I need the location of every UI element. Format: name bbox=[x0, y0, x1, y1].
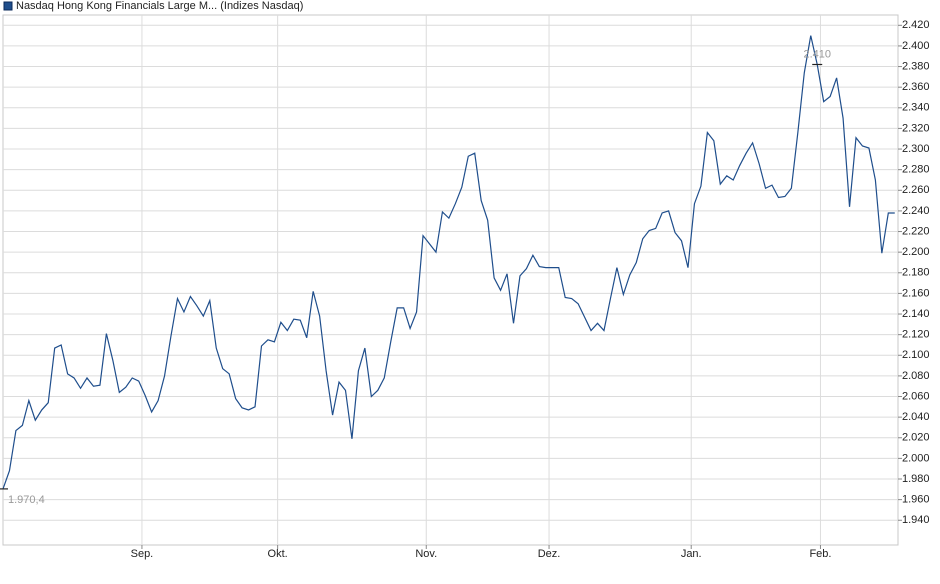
y-tick-label: 2.260 bbox=[902, 184, 930, 196]
y-tick-label: 2.200 bbox=[902, 246, 930, 258]
y-tick-label: 2.100 bbox=[902, 349, 930, 361]
y-tick-label: 2.160 bbox=[902, 287, 930, 299]
y-tick-label: 2.040 bbox=[902, 411, 930, 423]
price-line bbox=[2, 35, 895, 490]
y-tick-label: 2.180 bbox=[902, 267, 930, 279]
y-tick-label: 2.060 bbox=[902, 390, 930, 402]
y-tick-label: 1.980 bbox=[902, 473, 930, 485]
value-label: 2.410 bbox=[803, 48, 831, 60]
y-tick-label: 2.020 bbox=[902, 432, 930, 444]
y-tick-label: 2.420 bbox=[902, 19, 930, 31]
y-tick-label: 2.360 bbox=[902, 81, 930, 93]
x-tick-label: Okt. bbox=[268, 548, 288, 560]
legend-label: Nasdaq Hong Kong Financials Large M... (… bbox=[16, 0, 303, 12]
y-tick-label: 2.220 bbox=[902, 225, 930, 237]
x-tick-label: Jan. bbox=[681, 548, 702, 560]
y-tick-label: 1.960 bbox=[902, 494, 930, 506]
x-tick-label: Nov. bbox=[415, 548, 437, 560]
plot-area bbox=[2, 14, 899, 546]
y-tick-label: 2.120 bbox=[902, 329, 930, 341]
legend-swatch bbox=[3, 1, 13, 11]
y-tick-label: 2.300 bbox=[902, 143, 930, 155]
y-tick-label: 1.940 bbox=[902, 514, 930, 526]
y-tick-label: 2.080 bbox=[902, 370, 930, 382]
y-tick-label: 2.320 bbox=[902, 122, 930, 134]
x-tick-label: Feb. bbox=[809, 548, 831, 560]
y-tick-label: 2.380 bbox=[902, 60, 930, 72]
y-tick-label: 2.140 bbox=[902, 308, 930, 320]
x-tick-label: Sep. bbox=[131, 548, 154, 560]
y-tick-label: 2.340 bbox=[902, 102, 930, 114]
y-tick-label: 2.400 bbox=[902, 40, 930, 52]
y-tick-label: 2.280 bbox=[902, 164, 930, 176]
x-tick-label: Dez. bbox=[538, 548, 561, 560]
y-tick-label: 2.000 bbox=[902, 452, 930, 464]
y-tick-label: 2.240 bbox=[902, 205, 930, 217]
value-label: 1.970,4 bbox=[8, 494, 45, 506]
